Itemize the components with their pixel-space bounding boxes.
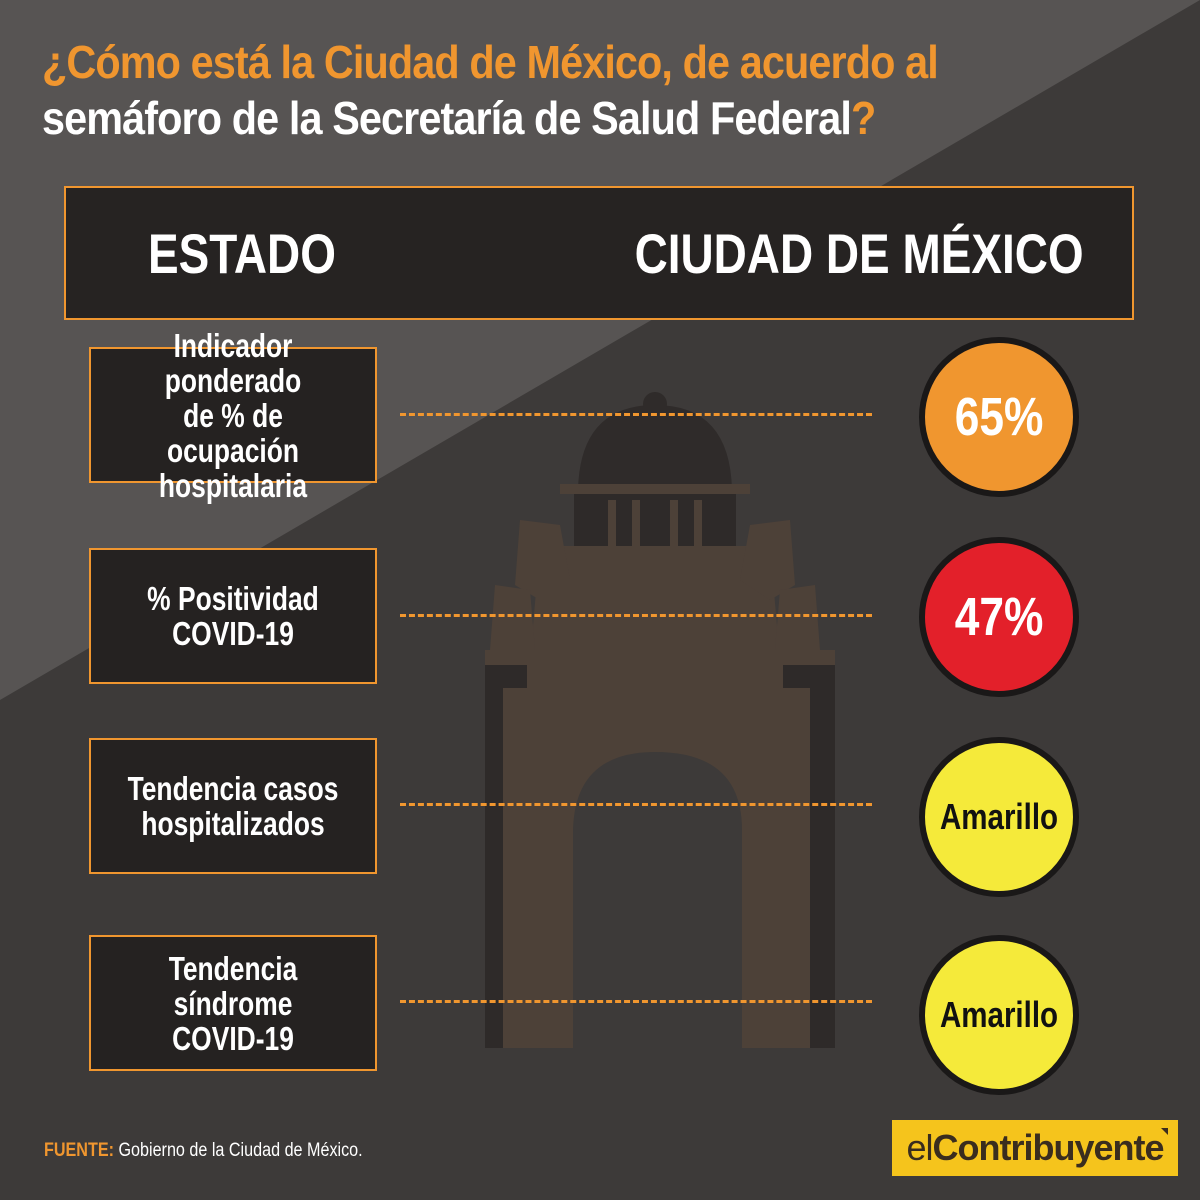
logo-main: Contribuyente (932, 1127, 1165, 1168)
status-value: Amarillo (939, 796, 1059, 837)
status-circle: 47% (919, 537, 1079, 697)
dotted-connector (400, 1000, 872, 1003)
indicator-box: Indicador ponderado de % de ocupación ho… (89, 328, 377, 503)
title-line-1: ¿Cómo está la Ciudad de México, de acuer… (42, 36, 939, 88)
status-circle: Amarillo (919, 935, 1079, 1095)
logo-prefix: el (906, 1127, 933, 1168)
indicator-box: Tendencia síndrome COVID-19 (89, 935, 377, 1071)
status-value: 47% (954, 587, 1044, 647)
page-title: ¿Cómo está la Ciudad de México, de acuer… (42, 34, 1050, 146)
status-circle: Amarillo (919, 737, 1079, 897)
elcontribuyente-logo: elContribuyente (892, 1120, 1178, 1176)
dotted-connector (400, 614, 872, 617)
header-estado: ESTADO (148, 222, 336, 285)
indicator-box: % Positividad COVID-19 (89, 548, 377, 684)
source-text: Gobierno de la Ciudad de México. (113, 1140, 363, 1161)
dotted-connector (400, 803, 872, 806)
indicator-label: Tendencia síndrome COVID-19 (168, 949, 298, 1057)
dotted-connector (400, 413, 872, 416)
table-header: ESTADO CIUDAD DE MÉXICO (64, 186, 1134, 320)
indicator-box: Tendencia casos hospitalizados (89, 738, 377, 874)
indicator-label: Indicador ponderado de % de ocupación ho… (158, 326, 308, 504)
indicator-label: % Positividad COVID-19 (147, 580, 319, 652)
status-value: Amarillo (939, 994, 1059, 1035)
header-ciudad: CIUDAD DE MÉXICO (634, 222, 1084, 285)
status-value: 65% (954, 387, 1044, 447)
indicator-label: Tendencia casos hospitalizados (127, 770, 339, 842)
title-question-mark: ? (850, 92, 876, 144)
source-note: FUENTE: Gobierno de la Ciudad de México. (44, 1140, 363, 1162)
title-line-2: semáforo de la Secretaría de Salud Feder… (42, 92, 852, 144)
logo-accent-mark (1161, 1128, 1168, 1135)
source-label: FUENTE: (44, 1140, 114, 1161)
status-circle: 65% (919, 337, 1079, 497)
